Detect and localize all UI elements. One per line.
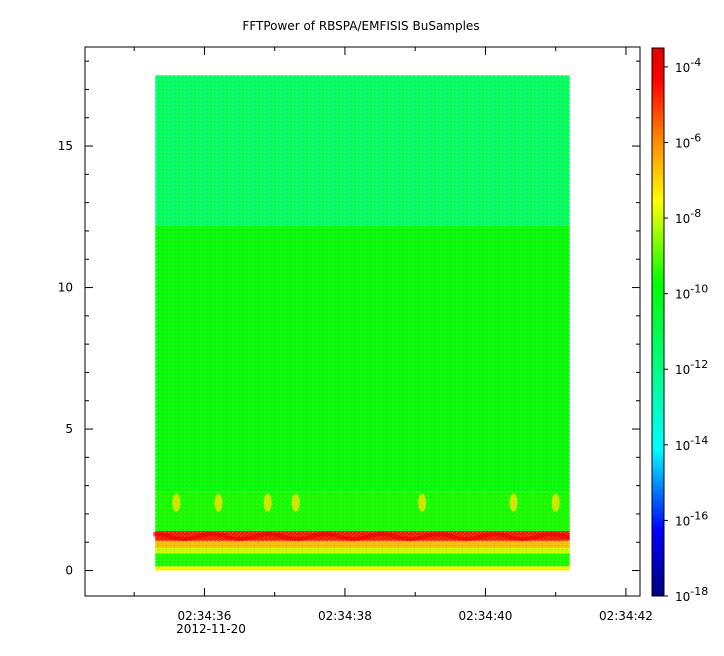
colorbar-tick-label: 10-10 xyxy=(675,283,708,302)
colorbar-tick-label: 10-18 xyxy=(675,585,708,604)
emission-burst xyxy=(263,493,272,512)
x-axis: 02:34:36 02:34:38 02:34:40 02:34:42 xyxy=(133,47,653,623)
spectrogram-texture xyxy=(155,75,570,571)
y-tick-label: 0 xyxy=(65,564,73,578)
emission-burst xyxy=(509,493,518,512)
emission-ridge xyxy=(153,531,570,542)
chart-title: FFTPower of RBSPA/EMFISIS BuSamples xyxy=(242,19,479,33)
emission-burst xyxy=(418,493,427,512)
colorbar xyxy=(651,47,665,597)
emission-burst xyxy=(291,493,300,512)
y-tick-label: 15 xyxy=(58,139,73,153)
colorbar-tick-label: 10-8 xyxy=(675,207,701,226)
colorbar-tick-label: 10-6 xyxy=(675,131,701,150)
emission-burst xyxy=(214,493,223,512)
colorbar-tick-label: 10-16 xyxy=(675,509,708,528)
y-tick-label: 10 xyxy=(58,281,73,295)
colorbar-tick-label: 10-14 xyxy=(675,434,708,453)
plot-area xyxy=(153,75,570,571)
colorbar-tick-label: 10-4 xyxy=(675,56,701,75)
colorbar-ticks: 10-4 10-6 10-8 10-10 10-12 10-14 10-16 10-18 xyxy=(664,56,708,604)
colorbar-tick-label: 10-12 xyxy=(675,358,708,377)
emission-burst xyxy=(172,493,181,512)
x-date-label: 2012-11-20 xyxy=(176,622,246,636)
emission-burst xyxy=(551,493,560,512)
y-axis: 0 5 10 15 xyxy=(58,60,640,578)
x-tick-label: 02:34:36 xyxy=(177,609,231,623)
x-tick-label: 02:34:40 xyxy=(458,609,512,623)
x-tick-label: 02:34:42 xyxy=(599,609,653,623)
y-tick-label: 5 xyxy=(65,422,73,436)
x-tick-label: 02:34:38 xyxy=(318,609,372,623)
